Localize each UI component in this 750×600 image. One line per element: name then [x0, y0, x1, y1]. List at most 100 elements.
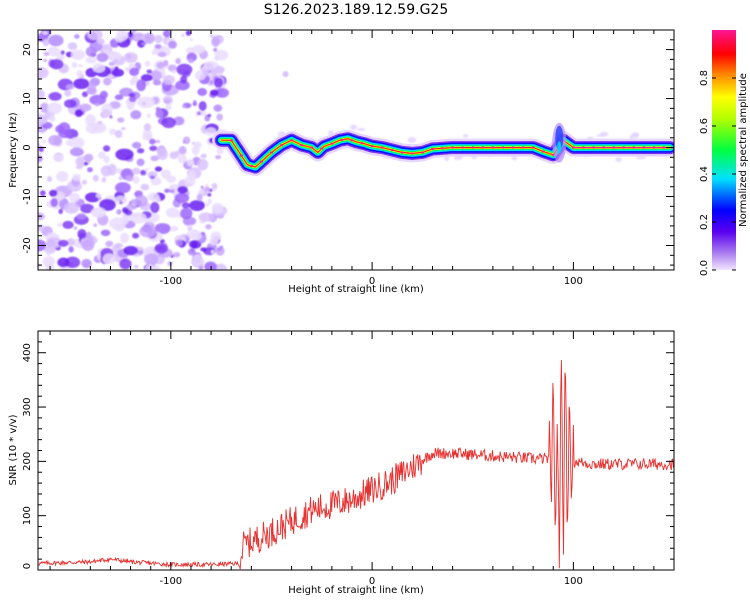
noise-blob — [114, 34, 124, 43]
noise-blob — [120, 232, 130, 244]
noise-blob — [103, 155, 110, 164]
noise-blob — [114, 66, 119, 71]
noise-blob — [168, 40, 177, 49]
figure-title: S126.2023.189.12.59.G25 — [264, 2, 449, 18]
noise-blob — [92, 174, 99, 182]
ridge-core — [420, 151, 425, 154]
noise-blob — [108, 61, 115, 67]
noise-blob — [150, 177, 162, 186]
noise-blob — [184, 176, 196, 187]
noise-blob — [178, 145, 187, 155]
noise-blob — [197, 111, 202, 116]
noise-blob — [213, 104, 223, 112]
noise-blob — [47, 102, 63, 115]
x-tick-label: -100 — [159, 576, 182, 587]
noise-blob — [62, 220, 74, 229]
noise-blob — [57, 257, 70, 268]
noise-blob — [128, 96, 137, 103]
ridge-core — [239, 154, 243, 157]
noise-blob — [38, 143, 41, 147]
x-tick-label: 0 — [369, 576, 375, 587]
noise-blob — [192, 253, 204, 266]
x-tick-label: -100 — [159, 276, 182, 287]
noise-blob — [182, 104, 186, 109]
noise-blob — [66, 238, 75, 246]
faint-blob — [453, 156, 462, 161]
ridge-core — [330, 142, 334, 145]
ridge-core — [440, 147, 445, 150]
y-tick-label: 10 — [22, 92, 33, 105]
noise-blob — [38, 66, 49, 79]
noise-blob — [154, 166, 163, 172]
y-tick-label: 100 — [22, 506, 33, 525]
noise-blob — [165, 207, 180, 218]
noise-blob — [213, 263, 227, 270]
noise-blob — [202, 68, 210, 77]
y-tick-label: 0 — [22, 563, 33, 569]
noise-blob — [87, 167, 93, 173]
noise-blob — [177, 153, 187, 164]
noise-blob — [161, 117, 176, 129]
noise-blob — [137, 250, 144, 255]
snr-xlabel: Height of straight line (km) — [288, 585, 424, 596]
noise-blob — [147, 192, 160, 202]
noise-blob — [210, 249, 215, 255]
noise-blob — [197, 190, 204, 195]
noise-blob — [128, 92, 136, 98]
spectrogram-frame — [37, 29, 675, 271]
noise-blob — [42, 30, 48, 35]
noise-blob — [197, 158, 209, 171]
faint-blob — [462, 133, 469, 138]
faint-blob — [407, 136, 417, 143]
ridge-core — [370, 145, 374, 148]
noise-blob — [94, 102, 100, 107]
ridge-core — [501, 146, 505, 149]
noise-blob — [186, 159, 195, 167]
noise-blob — [92, 63, 106, 73]
noise-blob — [72, 173, 82, 182]
noise-blob — [48, 92, 62, 101]
noise-blob — [162, 75, 175, 85]
noise-blob — [124, 67, 130, 72]
noise-blob — [210, 68, 218, 77]
noise-blob — [99, 198, 116, 211]
noise-blob — [81, 258, 92, 268]
noise-blob — [149, 145, 158, 151]
noise-blob — [139, 225, 157, 238]
noise-blob — [189, 38, 194, 42]
noise-blob — [144, 60, 151, 67]
noise-blob — [53, 135, 63, 146]
noise-blob — [107, 74, 114, 79]
noise-blob — [175, 235, 179, 240]
ridge-core — [471, 146, 475, 149]
noise-blob — [211, 203, 224, 214]
noise-blob — [212, 188, 217, 192]
ridge-core — [320, 147, 324, 150]
noise-blob — [79, 103, 92, 112]
noise-blob — [150, 155, 159, 162]
noise-blob — [47, 46, 61, 57]
noise-blob — [133, 264, 139, 269]
noise-blob — [118, 175, 123, 181]
noise-blob — [213, 77, 224, 88]
ridge-core — [400, 151, 404, 154]
noise-blob — [70, 49, 86, 60]
y-tick-label: 0 — [22, 144, 33, 150]
noise-blob — [144, 81, 150, 87]
noise-blob — [162, 30, 171, 38]
noise-blob — [68, 246, 74, 253]
noise-blob — [181, 202, 191, 209]
snr-line-layer — [38, 359, 674, 570]
noise-blob — [69, 137, 85, 149]
noise-blob — [111, 68, 125, 77]
noise-blob — [115, 148, 134, 161]
x-tick-label: 100 — [564, 276, 583, 287]
noise-blob — [166, 175, 177, 183]
noise-blob — [137, 39, 146, 48]
snr-panel: -100 0 100 0 100 200 300 400 Height of straight… — [8, 330, 675, 596]
noise-blob — [216, 147, 224, 155]
noise-blob — [137, 148, 145, 154]
noise-blob — [173, 116, 185, 126]
noise-blob — [146, 113, 151, 118]
noise-blob — [146, 69, 153, 74]
